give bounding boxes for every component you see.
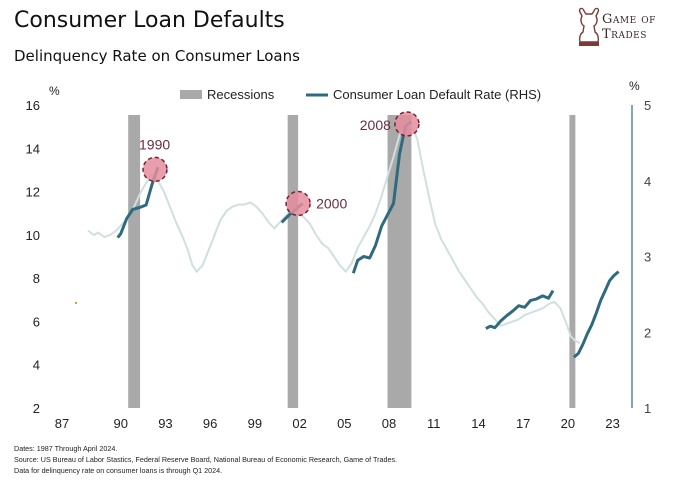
x-tick-label: 11 — [427, 416, 441, 431]
recession-bar-3 — [569, 115, 576, 408]
annotation-label-2008: 2008 — [360, 117, 391, 133]
annotation-label-1990: 1990 — [139, 136, 170, 152]
stray-marker — [75, 302, 77, 304]
note-source: Source: US Bureau of Labor Stastics, Fed… — [14, 455, 398, 464]
default-rate-line — [116, 120, 620, 359]
x-tick-label: 02 — [292, 416, 306, 431]
x-tick-label: 08 — [382, 416, 396, 431]
y-right-tick-label: 5 — [644, 98, 651, 113]
brand-logo: Game of Trades — [574, 6, 670, 48]
y-left-tick-label: 6 — [33, 314, 40, 329]
y-left-unit-label: % — [49, 84, 60, 98]
y-right-unit-label: % — [629, 79, 640, 93]
recession-bar-2 — [387, 115, 412, 408]
highlight-circle-2008 — [394, 111, 420, 137]
y-right-tick-label: 3 — [644, 250, 651, 265]
y-left-tick-label: 2 — [33, 401, 40, 416]
logo-line-1: Game of — [602, 12, 656, 27]
recession-bar-0 — [128, 115, 141, 408]
logo-line-2: Trades — [602, 27, 647, 42]
y-left-tick-label: 14 — [26, 141, 40, 156]
highlight-circle-2000 — [285, 190, 311, 217]
recession-bar-1 — [287, 115, 299, 408]
x-tick-label: 99 — [248, 416, 262, 431]
page-title: Consumer Loan Defaults — [14, 8, 285, 33]
y-left-tick-label: 4 — [33, 358, 40, 373]
highlight-circle-1990 — [142, 156, 168, 183]
bull-knight-icon — [578, 7, 600, 46]
chart-notes: Dates: 1987 Through April 2024. Source: … — [14, 443, 397, 476]
y-right-tick-label: 1 — [644, 401, 651, 416]
x-tick-label: 87 — [55, 416, 69, 431]
note-dates: Dates: 1987 Through April 2024. — [14, 444, 118, 453]
x-tick-label: 20 — [561, 416, 575, 431]
y-left-tick-label: 12 — [26, 185, 40, 200]
legend-recession-label: Recessions — [207, 87, 275, 102]
x-tick-label: 96 — [203, 416, 217, 431]
x-tick-label: 17 — [516, 416, 530, 431]
y-right-tick-label: 2 — [644, 325, 651, 340]
delinquency-rate-line — [87, 123, 581, 344]
y-right-tick-label: 4 — [644, 174, 651, 189]
x-tick-label: 05 — [337, 416, 351, 431]
x-tick-label: 23 — [605, 416, 619, 431]
y-left-tick-label: 10 — [26, 228, 40, 243]
x-tick-label: 93 — [158, 416, 172, 431]
legend-default-label: Consumer Loan Default Rate (RHS) — [333, 87, 541, 102]
annotation-label-2000: 2000 — [316, 195, 347, 211]
x-tick-label: 14 — [471, 416, 485, 431]
y-left-tick-label: 16 — [26, 98, 40, 113]
legend-recession-swatch — [180, 90, 202, 99]
y-left-tick-label: 8 — [33, 271, 40, 286]
x-tick-label: 90 — [113, 416, 127, 431]
note-delinquency: Data for delinquency rate on consumer lo… — [14, 466, 223, 475]
page-subtitle: Delinquency Rate on Consumer Loans — [14, 47, 300, 65]
